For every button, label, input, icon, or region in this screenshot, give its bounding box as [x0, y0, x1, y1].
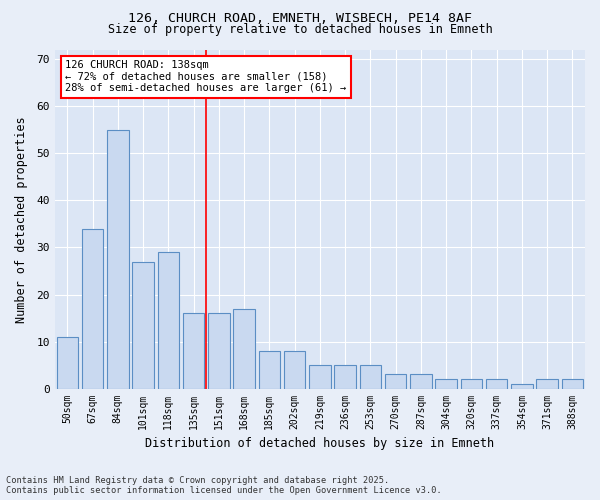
Bar [284, 351, 305, 389]
Bar [133, 262, 154, 388]
Bar [536, 379, 558, 388]
Text: 126, CHURCH ROAD, EMNETH, WISBECH, PE14 8AF: 126, CHURCH ROAD, EMNETH, WISBECH, PE14 … [128, 12, 472, 26]
Bar [511, 384, 533, 388]
Bar [82, 228, 103, 388]
Y-axis label: Number of detached properties: Number of detached properties [15, 116, 28, 322]
Bar [208, 314, 230, 388]
Bar [107, 130, 128, 388]
Bar [309, 365, 331, 388]
Bar [158, 252, 179, 388]
Bar [436, 379, 457, 388]
Bar [56, 337, 78, 388]
Bar [183, 314, 205, 388]
Text: Contains HM Land Registry data © Crown copyright and database right 2025.
Contai: Contains HM Land Registry data © Crown c… [6, 476, 442, 495]
Bar [385, 374, 406, 388]
Bar [334, 365, 356, 388]
Bar [259, 351, 280, 389]
Bar [233, 308, 255, 388]
Bar [359, 365, 381, 388]
Text: Size of property relative to detached houses in Emneth: Size of property relative to detached ho… [107, 22, 493, 36]
Bar [461, 379, 482, 388]
Bar [486, 379, 508, 388]
Bar [410, 374, 431, 388]
Bar [562, 379, 583, 388]
Text: 126 CHURCH ROAD: 138sqm
← 72% of detached houses are smaller (158)
28% of semi-d: 126 CHURCH ROAD: 138sqm ← 72% of detache… [65, 60, 347, 94]
X-axis label: Distribution of detached houses by size in Emneth: Distribution of detached houses by size … [145, 437, 494, 450]
